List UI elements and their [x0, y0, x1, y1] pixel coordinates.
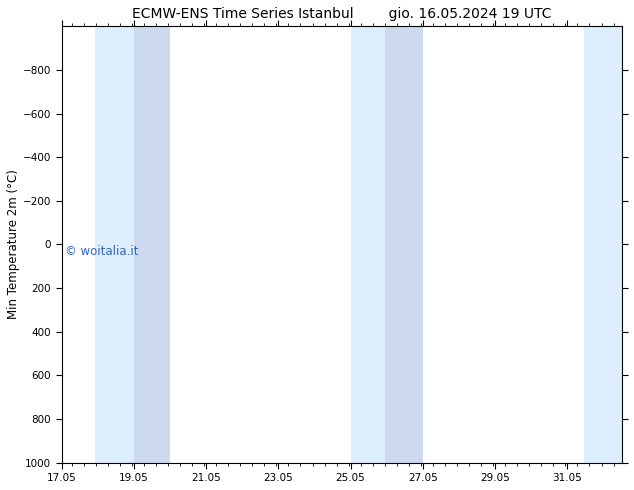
Bar [351, 26, 385, 463]
Bar [134, 26, 170, 463]
Title: ECMW-ENS Time Series Istanbul        gio. 16.05.2024 19 UTC: ECMW-ENS Time Series Istanbul gio. 16.05… [132, 7, 551, 21]
Bar [94, 26, 134, 463]
Text: © woitalia.it: © woitalia.it [65, 245, 139, 258]
Y-axis label: Min Temperature 2m (°C): Min Temperature 2m (°C) [7, 170, 20, 319]
Bar [583, 26, 621, 463]
Bar [385, 26, 423, 463]
